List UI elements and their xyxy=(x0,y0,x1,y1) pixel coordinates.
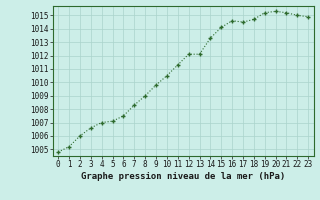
X-axis label: Graphe pression niveau de la mer (hPa): Graphe pression niveau de la mer (hPa) xyxy=(81,172,285,181)
